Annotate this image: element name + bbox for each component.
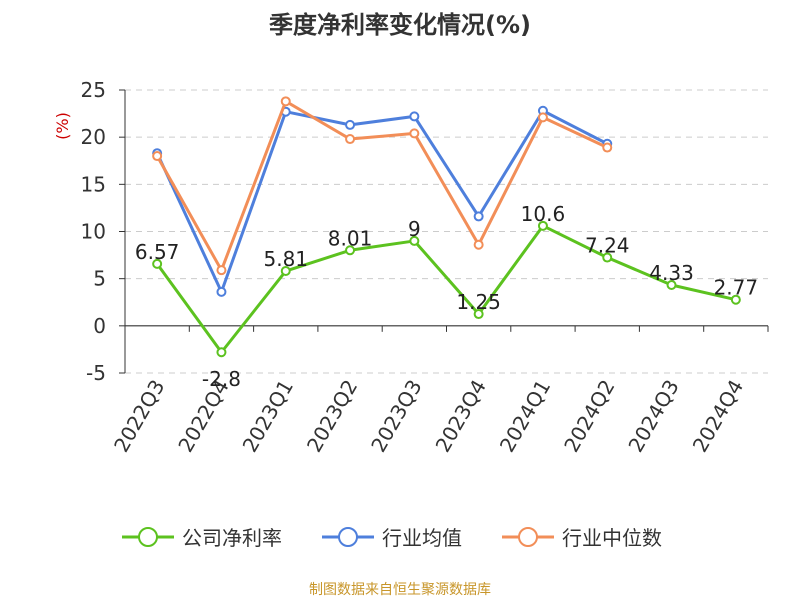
data-point (152, 151, 163, 162)
legend: 公司净利率 行业均值 行业中位数 (122, 526, 662, 550)
series-0 (152, 220, 741, 358)
x-tick-label: 2024Q4 (688, 376, 748, 457)
data-label: 5.81 (263, 247, 308, 271)
y-tick-label: 10 (81, 220, 106, 244)
series-line (155, 109, 608, 294)
data-point (152, 258, 163, 269)
legend-label: 行业均值 (382, 526, 462, 550)
chart-title: 季度净利率变化情况(%) (269, 11, 531, 39)
x-tick-label: 2023Q2 (302, 376, 362, 457)
data-point (537, 220, 548, 231)
y-tick-label: 0 (93, 314, 106, 338)
legend-label: 公司净利率 (182, 526, 282, 550)
data-point (409, 235, 420, 246)
data-point (730, 294, 741, 305)
data-point (473, 211, 484, 222)
x-tick-label: 2023Q4 (431, 376, 491, 457)
x-tick-label: 2024Q1 (495, 376, 555, 457)
data-point (345, 134, 356, 145)
data-point (537, 112, 548, 123)
series-line (155, 99, 608, 272)
data-point (602, 252, 613, 263)
data-label: 4.33 (649, 261, 694, 285)
y-tick-label: 15 (81, 172, 106, 196)
data-point (345, 245, 356, 256)
data-label: 9 (408, 217, 421, 241)
data-label: 7.24 (585, 234, 630, 258)
series-line (155, 224, 737, 354)
legend-label: 行业中位数 (562, 526, 662, 550)
legend-marker (518, 527, 538, 547)
y-axis-unit-label: (%) (53, 112, 72, 140)
data-point (280, 266, 291, 277)
x-tick-label: 2023Q3 (366, 376, 426, 457)
legend-item[interactable]: 行业中位数 (502, 526, 662, 550)
data-label: 10.6 (521, 202, 566, 226)
x-tick-label: 2024Q2 (559, 376, 619, 457)
data-source-note: 制图数据来自恒生聚源数据库 (309, 582, 491, 598)
legend-item[interactable]: 行业均值 (322, 526, 462, 550)
data-point (409, 128, 420, 139)
y-tick-label: 25 (81, 78, 106, 102)
legend-marker (138, 527, 158, 547)
data-point (473, 309, 484, 320)
data-point (345, 119, 356, 130)
y-tick-label: 20 (81, 125, 106, 149)
data-point (473, 239, 484, 250)
legend-item[interactable]: 公司净利率 (122, 526, 282, 550)
data-point (216, 265, 227, 276)
data-label: 1.25 (456, 290, 501, 314)
data-label: 2.77 (714, 276, 759, 300)
data-label: 8.01 (328, 226, 373, 250)
y-tick-label: 5 (93, 267, 106, 291)
x-tick-label: 2023Q1 (238, 376, 298, 457)
x-tick-label: 2022Q3 (109, 376, 169, 457)
data-label: 6.57 (135, 240, 180, 264)
data-labels: 6.57 -2.8 5.81 8.01 9 1.25 10.6 7.24 4.33 2.77 (135, 202, 758, 391)
data-point (280, 96, 291, 107)
x-tick-label: 2024Q3 (623, 376, 683, 457)
data-point (602, 142, 613, 153)
data-label: -2.8 (202, 367, 241, 391)
data-point (409, 111, 420, 122)
y-tick-label: -5 (86, 361, 106, 385)
legend-marker (338, 527, 358, 547)
series-lines (152, 96, 741, 358)
series-2 (152, 96, 613, 276)
data-point (216, 286, 227, 297)
data-point (666, 279, 677, 290)
data-point (216, 347, 227, 358)
